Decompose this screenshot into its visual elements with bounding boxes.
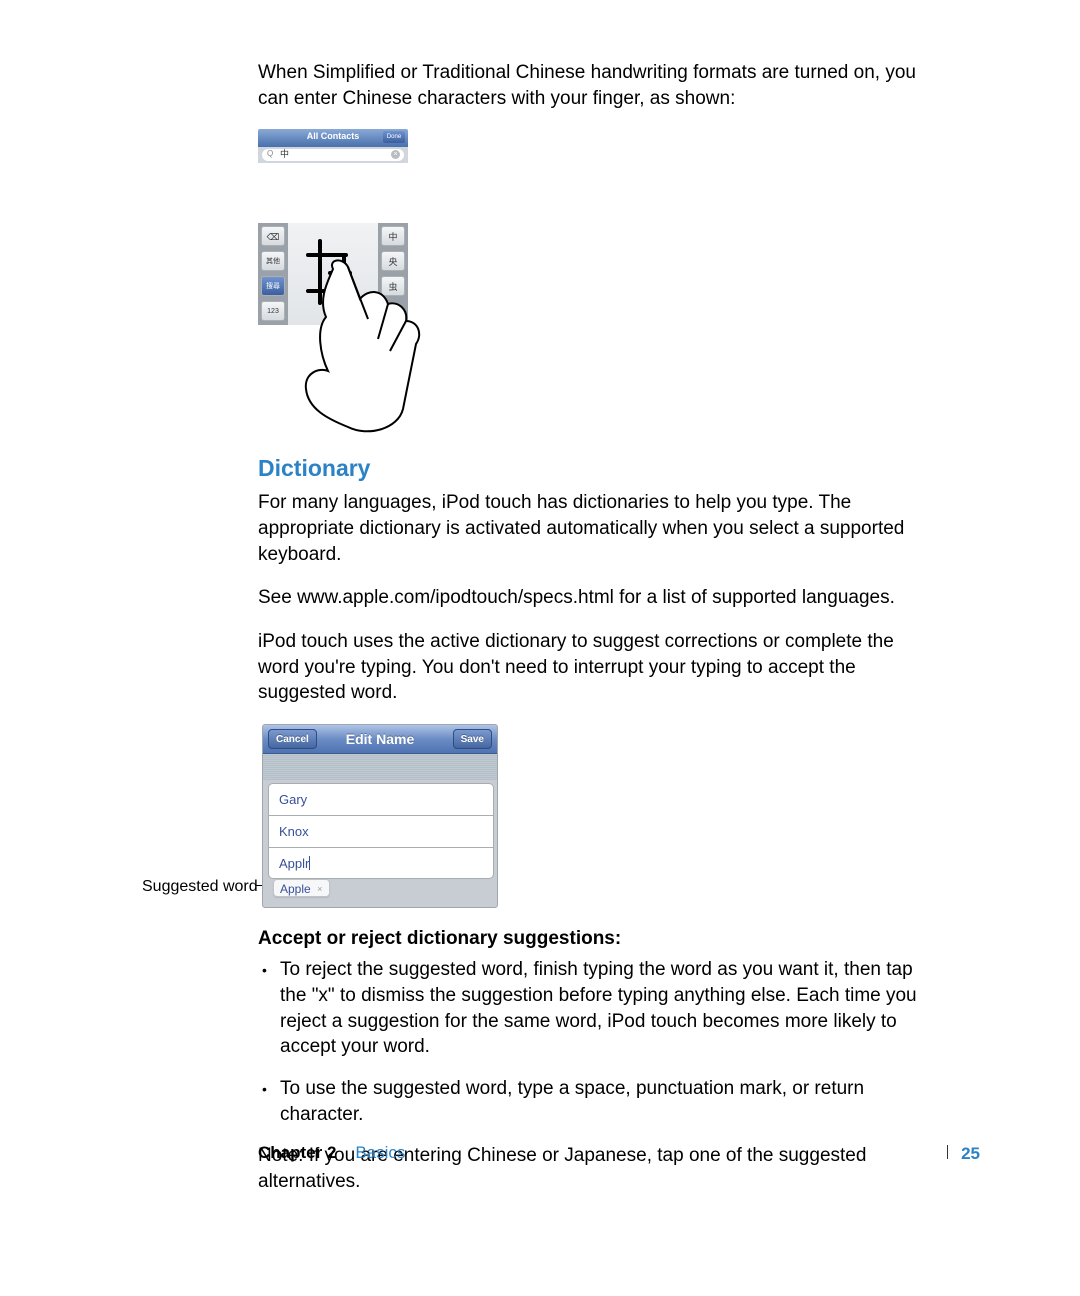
dictionary-p1: For many languages, iPod touch has dicti… (258, 490, 928, 567)
bullet-1-lead: To reject the suggested word, (280, 959, 528, 980)
first-name-field: Gary (268, 783, 494, 815)
intro-paragraph: When Simplified or Traditional Chinese h… (258, 60, 928, 111)
bullet-1-text: To reject the suggested word, finish typ… (280, 957, 928, 1060)
suggestion-text: Apple (280, 882, 311, 896)
s1-search-bar: Q 中 × (258, 147, 408, 163)
footer-chapter: Chapter 2 (258, 1143, 336, 1162)
company-text: Applr (279, 856, 309, 871)
bullet-list: • To reject the suggested word, finish t… (262, 957, 928, 1127)
s2-navbar: Cancel Edit Name Save (263, 725, 497, 754)
footer-section: Basics (355, 1143, 405, 1162)
save-button: Save (453, 729, 492, 749)
footer-page-number: 25 (961, 1143, 980, 1166)
s1-search-field: Q 中 × (262, 149, 404, 161)
other-key: 其他 (261, 251, 285, 271)
bullet-2-text: To use the suggested word, type a space,… (280, 1076, 928, 1127)
hand-illustration (298, 259, 438, 434)
dictionary-heading: Dictionary (258, 453, 928, 484)
candidate-key-0: 中 (381, 226, 405, 246)
s1-contact-list (258, 163, 408, 223)
s2-strip (263, 754, 497, 780)
text-cursor (309, 856, 310, 870)
company-field: Applr (268, 847, 494, 879)
bullet-1: • To reject the suggested word, finish t… (262, 957, 928, 1060)
s1-search-text: 中 (280, 148, 289, 160)
search-icon: Q (267, 149, 273, 160)
clear-icon: × (391, 150, 400, 159)
bullet-2: • To use the suggested word, type a spac… (262, 1076, 928, 1127)
handwriting-screenshot: All Contacts Done Q 中 × ⌫ 其他 搜尋 123 (258, 129, 408, 429)
bullet-2-lead: To use the suggested word, (280, 1078, 512, 1099)
suggested-word-callout: Suggested word (142, 876, 258, 898)
dictionary-p2: See www.apple.com/ipodtouch/specs.html f… (258, 585, 928, 611)
suggestion-bubble: Apple × (273, 879, 330, 897)
search-key: 搜尋 (261, 276, 285, 296)
accept-reject-heading: Accept or reject dictionary suggestions: (258, 926, 928, 952)
dictionary-p3: iPod touch uses the active dictionary to… (258, 629, 928, 706)
s1-kb-left-col: ⌫ 其他 搜尋 123 (258, 223, 288, 325)
footer-left: Chapter 2 Basics (258, 1140, 405, 1166)
edit-name-screenshot: Cancel Edit Name Save Gary Knox Applr Ap… (262, 724, 498, 908)
backspace-key: ⌫ (261, 226, 285, 246)
s1-navbar: All Contacts Done (258, 129, 408, 147)
dismiss-suggestion-icon: × (315, 884, 325, 894)
bullet-dot: • (262, 1076, 280, 1127)
numeric-key: 123 (261, 301, 285, 321)
last-name-field: Knox (268, 815, 494, 847)
s1-done-button: Done (383, 131, 405, 143)
bullet-dot: • (262, 957, 280, 1060)
